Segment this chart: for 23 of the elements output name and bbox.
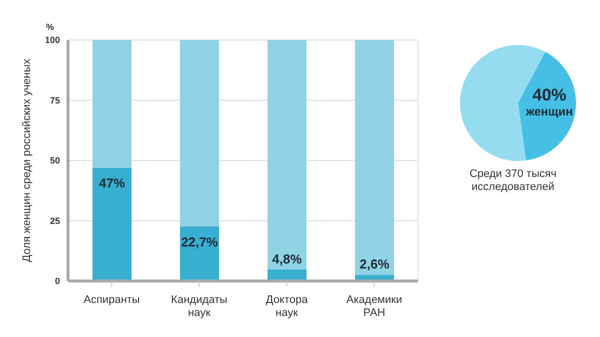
data-label: 47% <box>98 176 126 191</box>
data-label: 40% <box>532 86 566 105</box>
y-tick-label: 0 <box>54 276 60 286</box>
text: Среди 370 тысяч исследователей <box>468 168 558 194</box>
x-tick-label: Академики РАН <box>346 294 402 319</box>
bar <box>355 40 394 275</box>
data-label: 22,7% <box>181 234 218 250</box>
x-tick-label: Доктора наук <box>266 294 309 319</box>
bar <box>92 40 132 168</box>
data-label: 4,8% <box>272 251 302 266</box>
y-axis-title: Доля женщин среди российских ученых <box>20 58 33 262</box>
bar <box>268 40 306 270</box>
text: % <box>46 22 54 32</box>
x-tick-label: Кандидаты наук <box>171 294 228 319</box>
slice-label: женщин <box>524 104 573 119</box>
bar <box>180 40 219 226</box>
y-tick-label: 100 <box>44 35 60 46</box>
x-tick-label: Аспиранты <box>84 294 140 306</box>
y-tick-label: 25 <box>50 216 60 226</box>
y-tick-label: 75 <box>50 95 60 106</box>
data-label: 2,6% <box>360 256 390 272</box>
bar <box>92 168 132 281</box>
y-tick-label: 50 <box>50 156 60 166</box>
